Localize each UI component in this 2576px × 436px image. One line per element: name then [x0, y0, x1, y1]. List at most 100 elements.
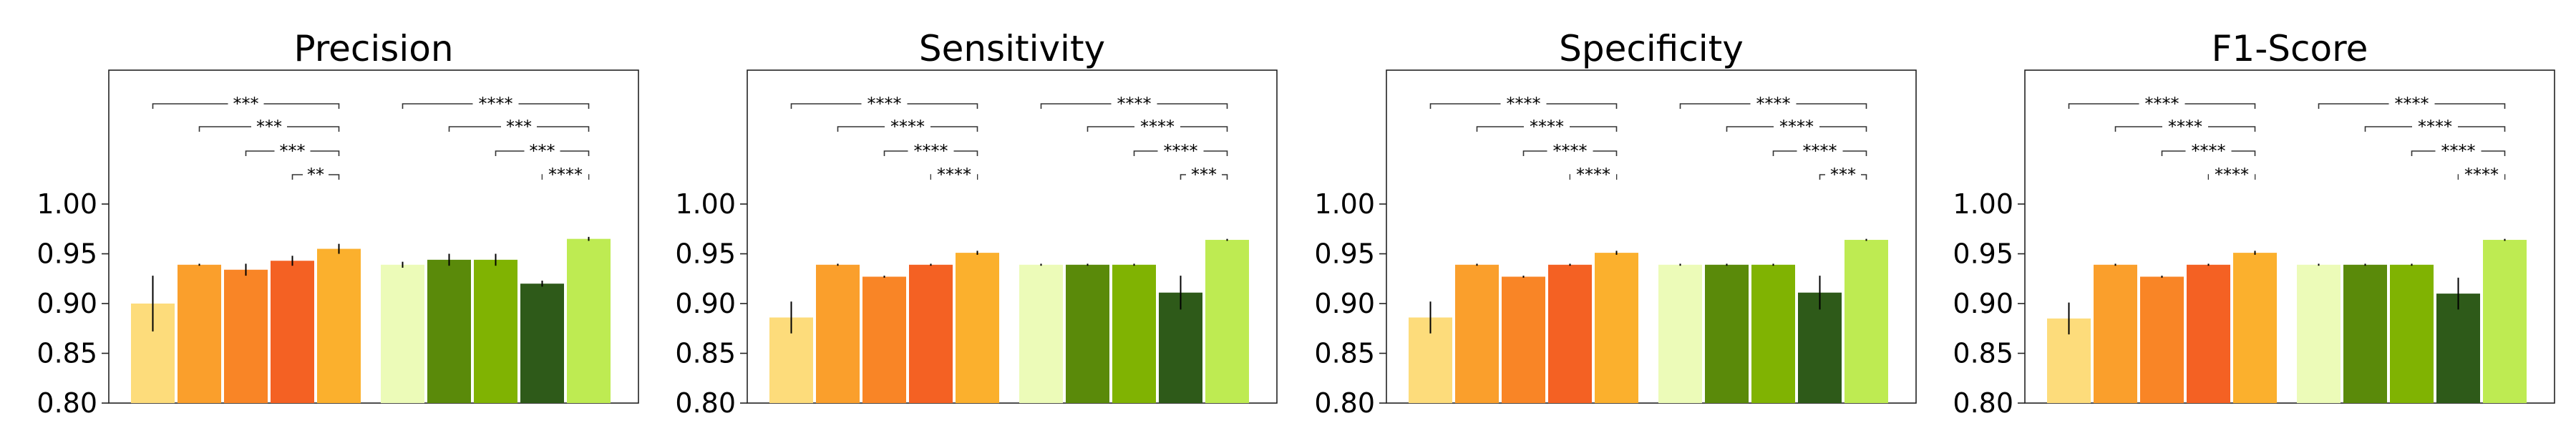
bar: [2297, 264, 2341, 403]
significance-label-bg: [2388, 94, 2435, 110]
bar: [909, 264, 953, 403]
significance-label: ****: [1507, 94, 1541, 114]
significance-label-bg: [303, 165, 329, 180]
significance-label: ***: [506, 117, 532, 137]
bar: [1502, 276, 1545, 403]
bar: [2343, 264, 2387, 403]
significance-label: ****: [1779, 117, 1814, 137]
bar: [1548, 264, 1592, 403]
significance-label-bg: [2459, 165, 2504, 180]
y-tick-label: 1.00: [1953, 188, 2013, 220]
chart-title: F1-Score: [2212, 28, 2368, 69]
significance-label: ***: [1830, 165, 1856, 185]
y-tick-label: 0.85: [675, 338, 736, 369]
bar: [1705, 264, 1749, 403]
bar: [1205, 240, 1249, 403]
bar: [2187, 264, 2230, 403]
bar: [1751, 264, 1795, 403]
significance-label: ****: [2418, 117, 2452, 137]
y-tick-label: 0.85: [1314, 338, 1375, 369]
significance-label: ****: [1576, 165, 1610, 185]
bar: [2483, 240, 2527, 403]
y-tick-label: 1.00: [675, 188, 736, 220]
significance-label: ****: [1803, 141, 1837, 161]
significance-label-bg: [228, 94, 264, 110]
significance-label: ****: [890, 117, 925, 137]
bar: [816, 264, 860, 403]
significance-label: ****: [2168, 117, 2202, 137]
y-tick-label: 0.95: [675, 238, 736, 270]
significance-label: ***: [530, 141, 555, 161]
bar: [1844, 240, 1888, 403]
significance-label: ****: [548, 165, 583, 185]
bar: [317, 248, 361, 403]
bar: [1112, 264, 1156, 403]
bar: [1798, 292, 1842, 403]
significance-label-bg: [2209, 165, 2255, 180]
plot-frame: [1386, 69, 1917, 404]
significance-label: ****: [1756, 94, 1791, 114]
significance-label-bg: [1774, 117, 1819, 132]
bar: [2436, 294, 2480, 403]
significance-label-bg: [524, 141, 560, 157]
y-tick-label: 0.90: [37, 288, 97, 319]
significance-label: ****: [867, 94, 902, 114]
significance-label: ****: [2441, 141, 2476, 161]
significance-label: ****: [2464, 165, 2499, 185]
significance-label: ***: [1191, 165, 1217, 185]
significance-label-bg: [1797, 141, 1843, 157]
significance-label-bg: [1157, 141, 1204, 157]
bar: [1066, 264, 1109, 403]
significance-label: ****: [2145, 94, 2179, 114]
y-tick-label: 0.80: [675, 387, 736, 419]
significance-label-bg: [885, 117, 930, 132]
y-tick-label: 0.90: [675, 288, 736, 319]
bar: [956, 253, 999, 403]
y-tick-label: 0.95: [1314, 238, 1375, 270]
significance-label-bg: [931, 165, 977, 180]
bar: [1455, 264, 1499, 403]
bar: [2233, 253, 2277, 403]
chart-title: Sensitivity: [919, 28, 1105, 69]
bar: [2094, 264, 2137, 403]
significance-label-bg: [1134, 117, 1180, 132]
bar: [862, 276, 906, 403]
significance-label-bg: [1500, 94, 1547, 110]
bar: [520, 284, 564, 403]
significance-label: ****: [2395, 94, 2429, 114]
y-tick-label: 1.00: [37, 188, 97, 220]
significance-label: ***: [256, 117, 282, 137]
significance-label: ****: [479, 94, 513, 114]
significance-label-bg: [2185, 141, 2232, 157]
significance-label: ***: [233, 94, 259, 114]
significance-label: ****: [937, 165, 971, 185]
significance-label: ****: [1117, 94, 1152, 114]
significance-label: ****: [2215, 165, 2249, 185]
significance-label-bg: [2412, 117, 2458, 132]
significance-label-bg: [1186, 165, 1222, 180]
significance-label-bg: [2139, 94, 2185, 110]
y-tick-label: 1.00: [1314, 188, 1375, 220]
bar: [427, 259, 471, 403]
bar: [178, 264, 221, 403]
significance-label-bg: [908, 141, 954, 157]
bar: [1595, 253, 1638, 403]
y-tick-label: 0.80: [1314, 387, 1375, 419]
plot-frame: [108, 69, 639, 404]
significance-label-bg: [2435, 141, 2482, 157]
significance-label-bg: [251, 117, 287, 132]
significance-label: ****: [1553, 141, 1588, 161]
bar: [1019, 264, 1063, 403]
significance-label-bg: [472, 94, 519, 110]
significance-label-bg: [1825, 165, 1861, 180]
plot-frame: [747, 69, 1278, 404]
bar: [271, 261, 314, 403]
significance-label: ***: [280, 141, 306, 161]
significance-label: **: [307, 165, 324, 185]
plot-frame: [2024, 69, 2555, 404]
significance-label-bg: [1111, 94, 1157, 110]
significance-label-bg: [501, 117, 537, 132]
bar: [474, 259, 517, 403]
bar: [381, 264, 424, 403]
significance-label: ****: [914, 141, 948, 161]
